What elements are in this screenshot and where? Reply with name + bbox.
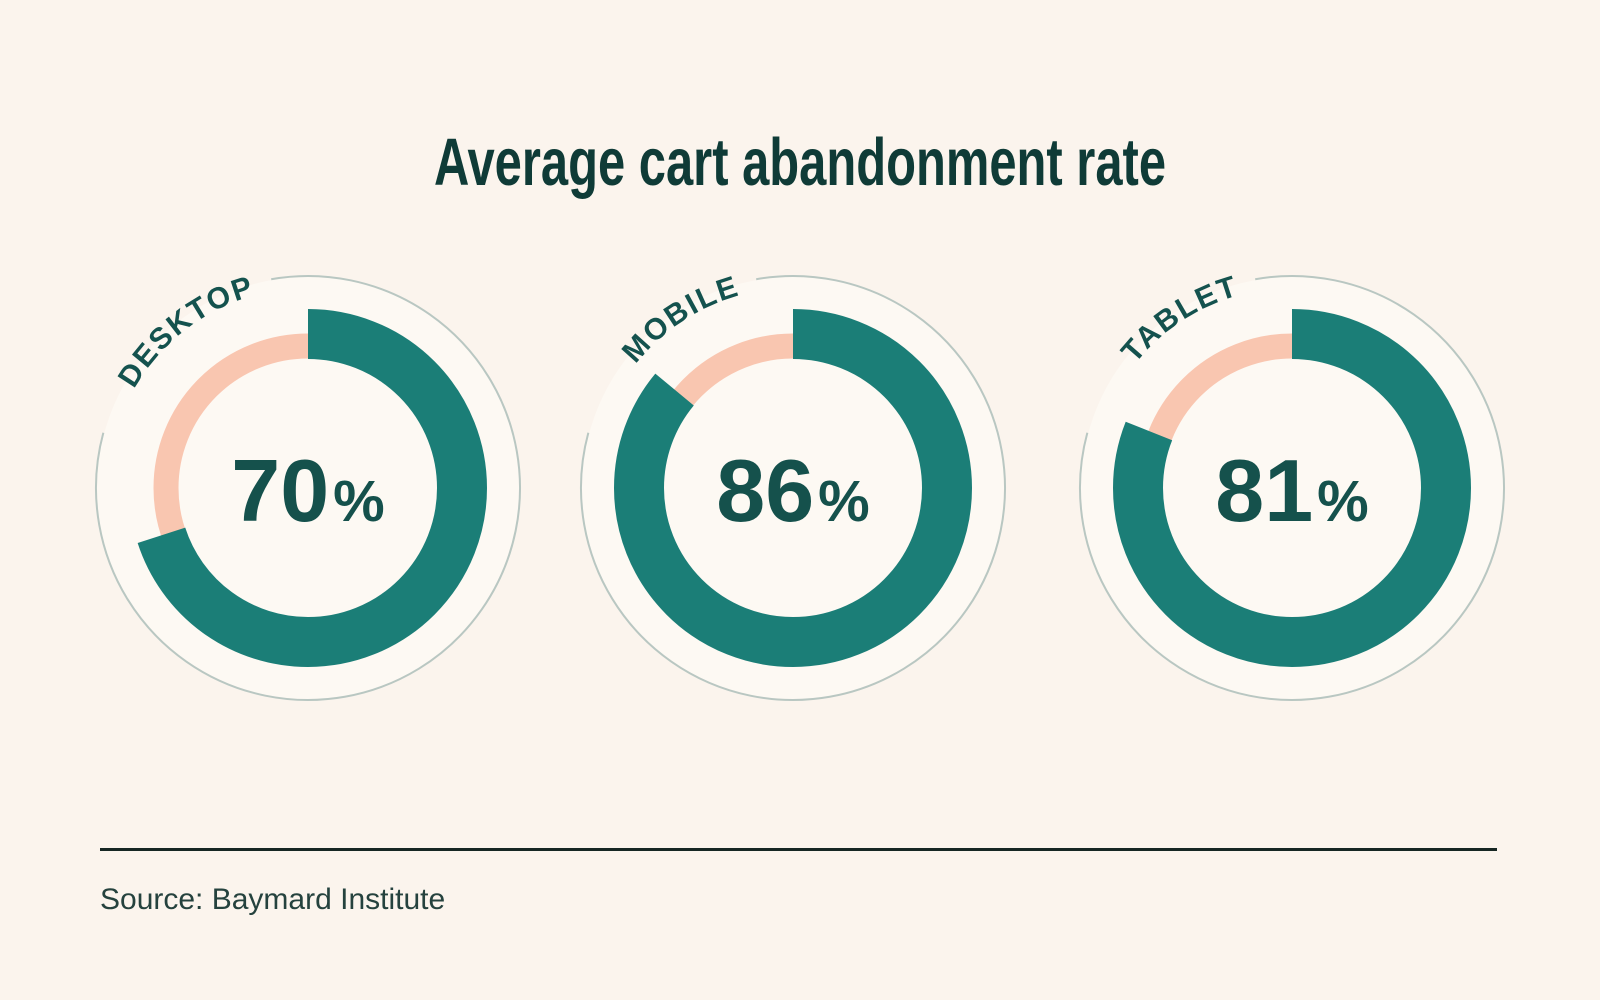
donut-svg: DESKTOP 70% xyxy=(95,270,521,701)
page-title: Average cart abandonment rate xyxy=(433,124,1167,200)
donut-arc-value xyxy=(614,309,972,667)
donut-value: 86% xyxy=(716,441,869,540)
donut-svg: MOBILE 86% xyxy=(580,270,1006,701)
donut-svg: TABLET 81% xyxy=(1079,270,1505,701)
source-text: Source: Baymard Institute xyxy=(100,883,446,916)
divider-line xyxy=(100,848,1497,851)
outline-circle xyxy=(1079,275,1505,701)
donut-arc-value xyxy=(129,309,487,667)
donut-mobile: MOBILE 86% xyxy=(543,238,1043,738)
donut-value: 81% xyxy=(1215,441,1368,540)
outline-circle xyxy=(580,275,1006,701)
donut-value: 70% xyxy=(231,441,384,540)
donut-desktop: DESKTOP 70% xyxy=(58,238,558,738)
donut-tablet: TABLET 81% xyxy=(1042,238,1542,738)
outline-circle xyxy=(95,275,521,701)
donut-arc-value xyxy=(1113,309,1471,667)
